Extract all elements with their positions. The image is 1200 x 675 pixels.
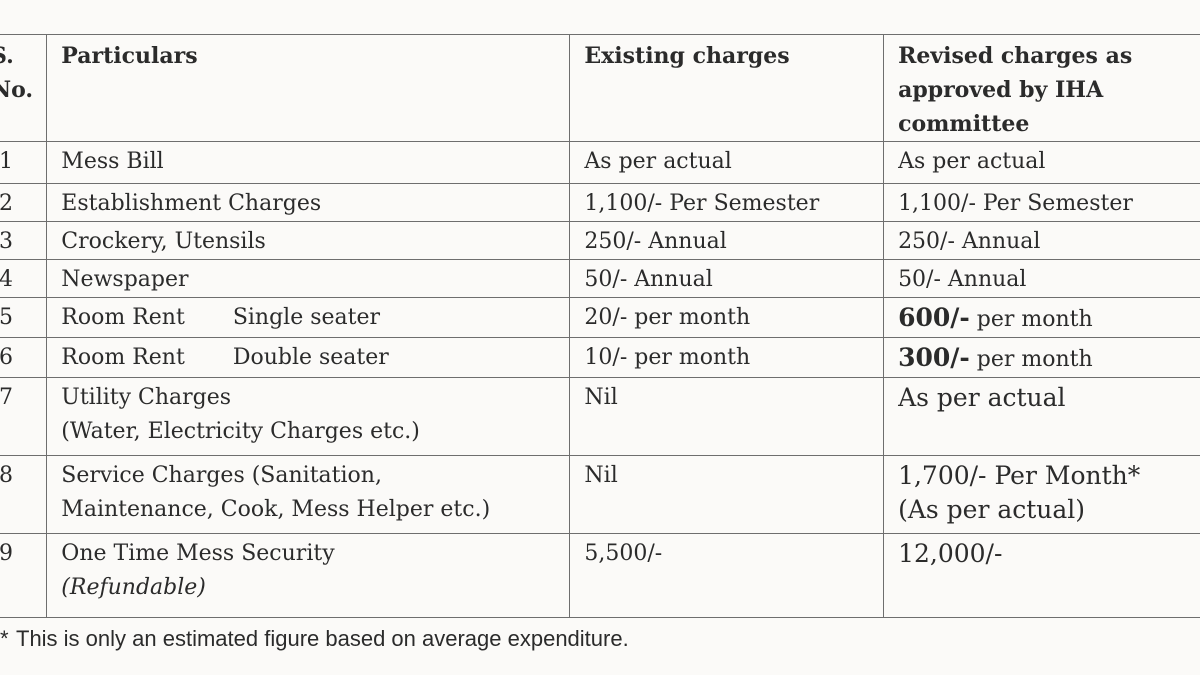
table-row: 8 Service Charges (Sanitation, Maintenan…	[0, 455, 1200, 534]
particulars-main: One Time Mess Security	[61, 541, 335, 566]
revised-unit: per month	[976, 347, 1093, 372]
footnote-text: This is only an estimated figure based o…	[16, 626, 629, 651]
header-revised: Revised charges as approved by IHA commi…	[883, 34, 1200, 142]
cell-particulars: Utility Charges (Water, Electricity Char…	[46, 377, 571, 456]
cell-revised: 1,700/- Per Month* (As per actual)	[883, 455, 1200, 534]
cell-revised: 250/- Annual	[883, 221, 1200, 260]
cell-particulars: Room Rent Single seater	[46, 297, 571, 338]
cell-sno: 2	[0, 183, 48, 222]
cell-revised: As per actual	[883, 377, 1200, 456]
cell-revised: 12,000/-	[883, 533, 1200, 618]
cell-existing: 20/- per month	[569, 297, 885, 338]
cell-existing: 5,500/-	[569, 533, 885, 618]
revised-main: 1,700/- Per Month*	[898, 461, 1141, 490]
particulars-main: Service Charges (Sanitation,	[61, 463, 382, 488]
header-particulars: Particulars	[46, 34, 571, 142]
cell-existing: 1,100/- Per Semester	[569, 183, 885, 222]
particulars-seat-type: Single seater	[232, 305, 381, 330]
cell-particulars: Newspaper	[46, 259, 571, 298]
cell-revised: 600/- per month	[883, 297, 1200, 338]
cell-sno: 6	[0, 337, 48, 378]
charges-table: S. No. Particulars Existing charges Revi…	[0, 34, 1200, 618]
cell-existing: 250/- Annual	[569, 221, 885, 260]
table-row: 7 Utility Charges (Water, Electricity Ch…	[0, 377, 1200, 456]
revised-amount: 600/-	[898, 303, 970, 332]
particulars-detail: (Water, Electricity Charges etc.)	[61, 419, 420, 444]
table-row: 9 One Time Mess Security (Refundable) 5,…	[0, 533, 1200, 618]
cell-particulars: Establishment Charges	[46, 183, 571, 222]
cell-revised: As per actual	[883, 141, 1200, 184]
table-row: 5 Room Rent Single seater 20/- per month …	[0, 297, 1200, 338]
cell-sno: 9	[0, 533, 48, 618]
cell-sno: 3	[0, 221, 48, 260]
particulars-seat-type: Double seater	[232, 345, 389, 370]
table-row: 4 Newspaper 50/- Annual 50/- Annual	[0, 259, 1200, 298]
table-header-row: S. No. Particulars Existing charges Revi…	[0, 34, 1200, 142]
table-row: 1 Mess Bill As per actual As per actual	[0, 141, 1200, 184]
cell-revised: 50/- Annual	[883, 259, 1200, 298]
table-row: 3 Crockery, Utensils 250/- Annual 250/- …	[0, 221, 1200, 260]
cell-sno: 1	[0, 141, 48, 184]
cell-existing: 10/- per month	[569, 337, 885, 378]
cell-revised: 1,100/- Per Semester	[883, 183, 1200, 222]
cell-existing: 50/- Annual	[569, 259, 885, 298]
header-existing: Existing charges	[569, 34, 885, 142]
cell-sno: 4	[0, 259, 48, 298]
revised-unit: per month	[976, 307, 1093, 332]
particulars-main: Utility Charges	[61, 385, 232, 410]
revised-amount: 300/-	[898, 343, 970, 372]
cell-particulars: One Time Mess Security (Refundable)	[46, 533, 571, 618]
cell-revised: 300/- per month	[883, 337, 1200, 378]
cell-sno: 7	[0, 377, 48, 456]
table-row: 6 Room Rent Double seater 10/- per month …	[0, 337, 1200, 378]
cell-particulars: Crockery, Utensils	[46, 221, 571, 260]
cell-particulars: Service Charges (Sanitation, Maintenance…	[46, 455, 571, 534]
particulars-main: Room Rent	[61, 305, 185, 330]
revised-detail: (As per actual)	[898, 495, 1086, 524]
cell-sno: 8	[0, 455, 48, 534]
particulars-detail: (Refundable)	[61, 575, 206, 600]
particulars-detail: Maintenance, Cook, Mess Helper etc.)	[61, 497, 491, 522]
cell-sno: 5	[0, 297, 48, 338]
table-row: 2 Establishment Charges 1,100/- Per Seme…	[0, 183, 1200, 222]
cell-particulars: Mess Bill	[46, 141, 571, 184]
cell-existing: As per actual	[569, 141, 885, 184]
cell-existing: Nil	[569, 377, 885, 456]
cell-particulars: Room Rent Double seater	[46, 337, 571, 378]
particulars-main: Room Rent	[61, 345, 185, 370]
header-sno: S. No.	[0, 34, 48, 142]
footnote-marker: *	[0, 626, 9, 651]
cell-existing: Nil	[569, 455, 885, 534]
